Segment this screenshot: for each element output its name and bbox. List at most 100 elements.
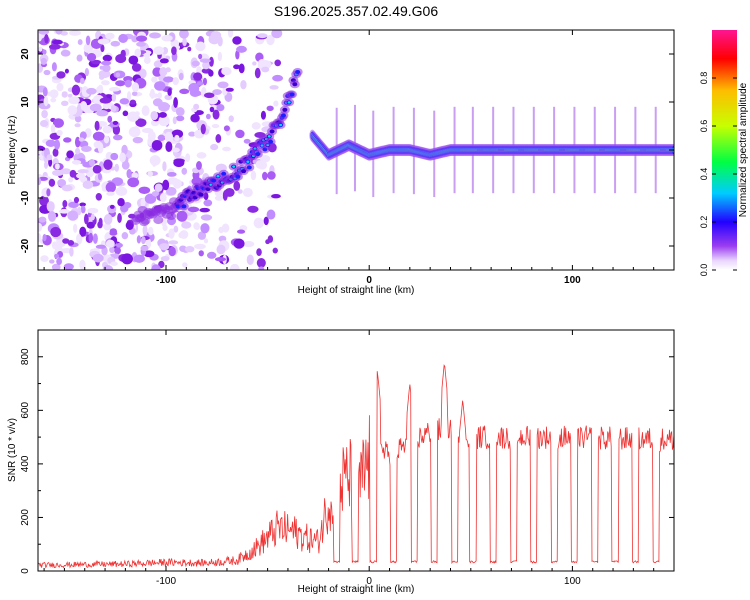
spectrogram-noise-blob xyxy=(203,199,213,207)
spectrogram-noise-blob xyxy=(196,161,202,170)
spectrogram-noise-blob xyxy=(110,104,117,112)
spectrogram-noise-blob xyxy=(92,253,104,263)
rising-trace-core xyxy=(221,171,227,176)
spectrogram-noise-blob xyxy=(111,93,117,102)
rising-trace-core xyxy=(235,174,241,179)
spectrogram-noise-blob xyxy=(60,31,68,36)
spectrogram-noise-blob xyxy=(179,88,190,95)
spectrogram-noise-blob xyxy=(173,225,179,233)
spectrogram-noise-blob xyxy=(191,177,203,186)
spectrogram-noise-blob xyxy=(132,136,143,144)
spectrogram-noise-blob xyxy=(51,62,57,72)
spectrogram-noise-blob xyxy=(136,235,141,244)
spectrogram-noise-blob xyxy=(77,39,83,46)
rising-trace-core xyxy=(241,169,247,174)
spectrogram-noise-blob xyxy=(39,119,49,128)
spectrogram-noise-blob xyxy=(173,158,185,168)
spectrogram-noise-blob xyxy=(211,123,220,129)
spectrogram-noise-blob xyxy=(193,103,200,110)
spectrogram-noise-blob xyxy=(198,250,204,257)
spectrogram-noise-blob xyxy=(38,222,43,232)
spectrogram-noise-blob xyxy=(114,246,121,255)
spectrogram-noise-blob xyxy=(52,118,64,128)
spectrogram-noise-blob xyxy=(267,235,274,243)
spectrogram-noise-blob xyxy=(92,131,105,141)
spectrogram-noise-blob xyxy=(57,178,67,188)
spectrogram-noise-blob xyxy=(100,60,112,66)
spectrogram-noise-blob xyxy=(151,190,160,197)
spectrogram-noise-blob xyxy=(208,34,220,45)
spectrogram-content xyxy=(38,30,674,270)
spectrogram-noise-blob xyxy=(40,57,47,65)
spectrogram-noise-blob xyxy=(272,74,284,82)
spectrogram-noise-blob xyxy=(229,263,240,270)
spectrogram-noise-blob xyxy=(172,77,179,86)
spectrogram-noise-blob xyxy=(126,168,132,179)
spectrogram-noise-blob xyxy=(159,243,170,251)
spectrogram-noise-blob xyxy=(51,263,61,270)
spectrogram-noise-blob xyxy=(97,38,110,45)
spectrogram-noise-blob xyxy=(151,139,163,151)
spectrogram-noise-blob xyxy=(38,30,50,35)
spectrogram-noise-blob xyxy=(42,87,48,97)
spectrogram-noise-blob xyxy=(272,247,278,254)
spectrogram-noise-blob xyxy=(63,137,72,143)
spectrogram-noise-blob xyxy=(217,81,229,89)
snr-x-tick-label: -100 xyxy=(156,576,176,587)
spectrogram-noise-blob xyxy=(151,157,157,168)
spectrogram-noise-blob xyxy=(141,105,150,117)
spectrogram-noise-blob xyxy=(196,81,204,86)
spectrogram-noise-blob xyxy=(69,247,74,257)
snr-series-line xyxy=(38,364,674,569)
spectrogram-noise-blob xyxy=(171,147,180,153)
spectrogram-noise-blob xyxy=(256,248,262,256)
spectrogram-noise-blob xyxy=(81,145,92,152)
rising-trace-halo xyxy=(166,212,177,221)
spectrogram-noise-blob xyxy=(68,201,79,208)
spectrogram-noise-blob xyxy=(38,177,42,186)
spectrogram-noise-blob xyxy=(151,76,158,83)
spectrogram-noise-blob xyxy=(150,110,159,121)
spectrogram-noise-blob xyxy=(142,224,148,236)
spectrogram-noise-blob xyxy=(38,233,42,243)
spectrogram-noise-blob xyxy=(254,67,261,79)
colorbar-tick-label: 0.6 xyxy=(699,120,709,133)
spectrogram-noise-blob xyxy=(38,176,48,181)
spectrogram-x-tick-label: 0 xyxy=(366,275,372,286)
spectrogram-noise-blob xyxy=(171,46,177,56)
spectrogram-noise-blob xyxy=(115,186,128,197)
spectrogram-noise-blob xyxy=(165,187,177,196)
spectrogram-noise-blob xyxy=(187,206,200,213)
spectrogram-noise-blob xyxy=(115,80,126,87)
spectrogram-y-tick-label: -10 xyxy=(20,190,31,205)
spectrogram-noise-blob xyxy=(162,224,168,231)
spectrogram-noise-blob xyxy=(168,240,179,245)
spectrogram-noise-blob xyxy=(187,46,192,52)
rising-trace-core xyxy=(211,178,217,183)
spectrogram-noise-blob xyxy=(235,129,245,139)
rising-trace-peak xyxy=(246,160,250,163)
spectrogram-noise-blob xyxy=(55,30,63,35)
spectrogram-noise-blob xyxy=(105,32,115,40)
spectrogram-noise-blob xyxy=(266,209,276,220)
spectrogram-noise-blob xyxy=(129,99,137,105)
spectrogram-noise-blob xyxy=(74,115,82,123)
spectrogram-noise-blob xyxy=(114,163,120,172)
spectrogram-noise-blob xyxy=(188,131,196,137)
rising-trace-core xyxy=(269,129,275,134)
spectrogram-noise-blob xyxy=(158,112,167,118)
spectrogram-noise-blob xyxy=(232,36,242,45)
spectrogram-noise-blob xyxy=(216,103,225,112)
spectrogram-noise-blob xyxy=(157,92,162,99)
spectrogram-noise-blob xyxy=(117,198,125,207)
spectrogram-noise-blob xyxy=(190,113,200,123)
spectrogram-noise-blob xyxy=(127,111,139,122)
spectrogram-noise-blob xyxy=(90,213,95,221)
spectrogram-noise-blob xyxy=(56,257,62,266)
spectrogram-noise-blob xyxy=(246,254,254,266)
spectrogram-noise-blob xyxy=(56,82,64,92)
colorbar: 0.0 0.2 0.4 0.6 0.8 Normalized spectral ampl… xyxy=(699,30,749,276)
spectrogram-noise-blob xyxy=(89,103,102,112)
spectrogram-noise-blob xyxy=(217,51,223,62)
